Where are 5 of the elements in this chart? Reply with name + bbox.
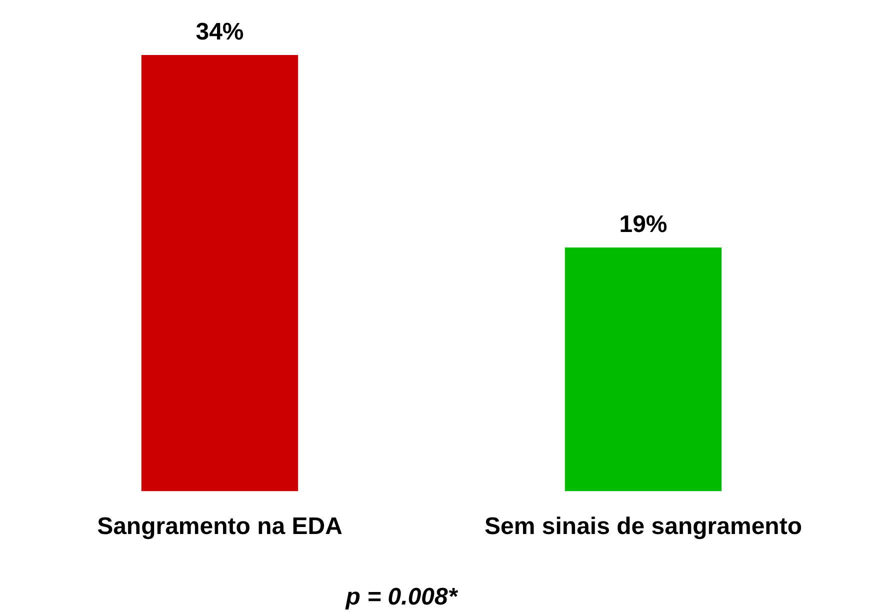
data-label: 19% bbox=[619, 211, 668, 238]
text: p = 0.008* bbox=[344, 584, 459, 611]
x-tick-label: Sem sinais de sangramento bbox=[484, 513, 802, 540]
data-label: 34% bbox=[196, 18, 244, 46]
x-tick-label: Sangramento na EDA bbox=[97, 513, 342, 540]
